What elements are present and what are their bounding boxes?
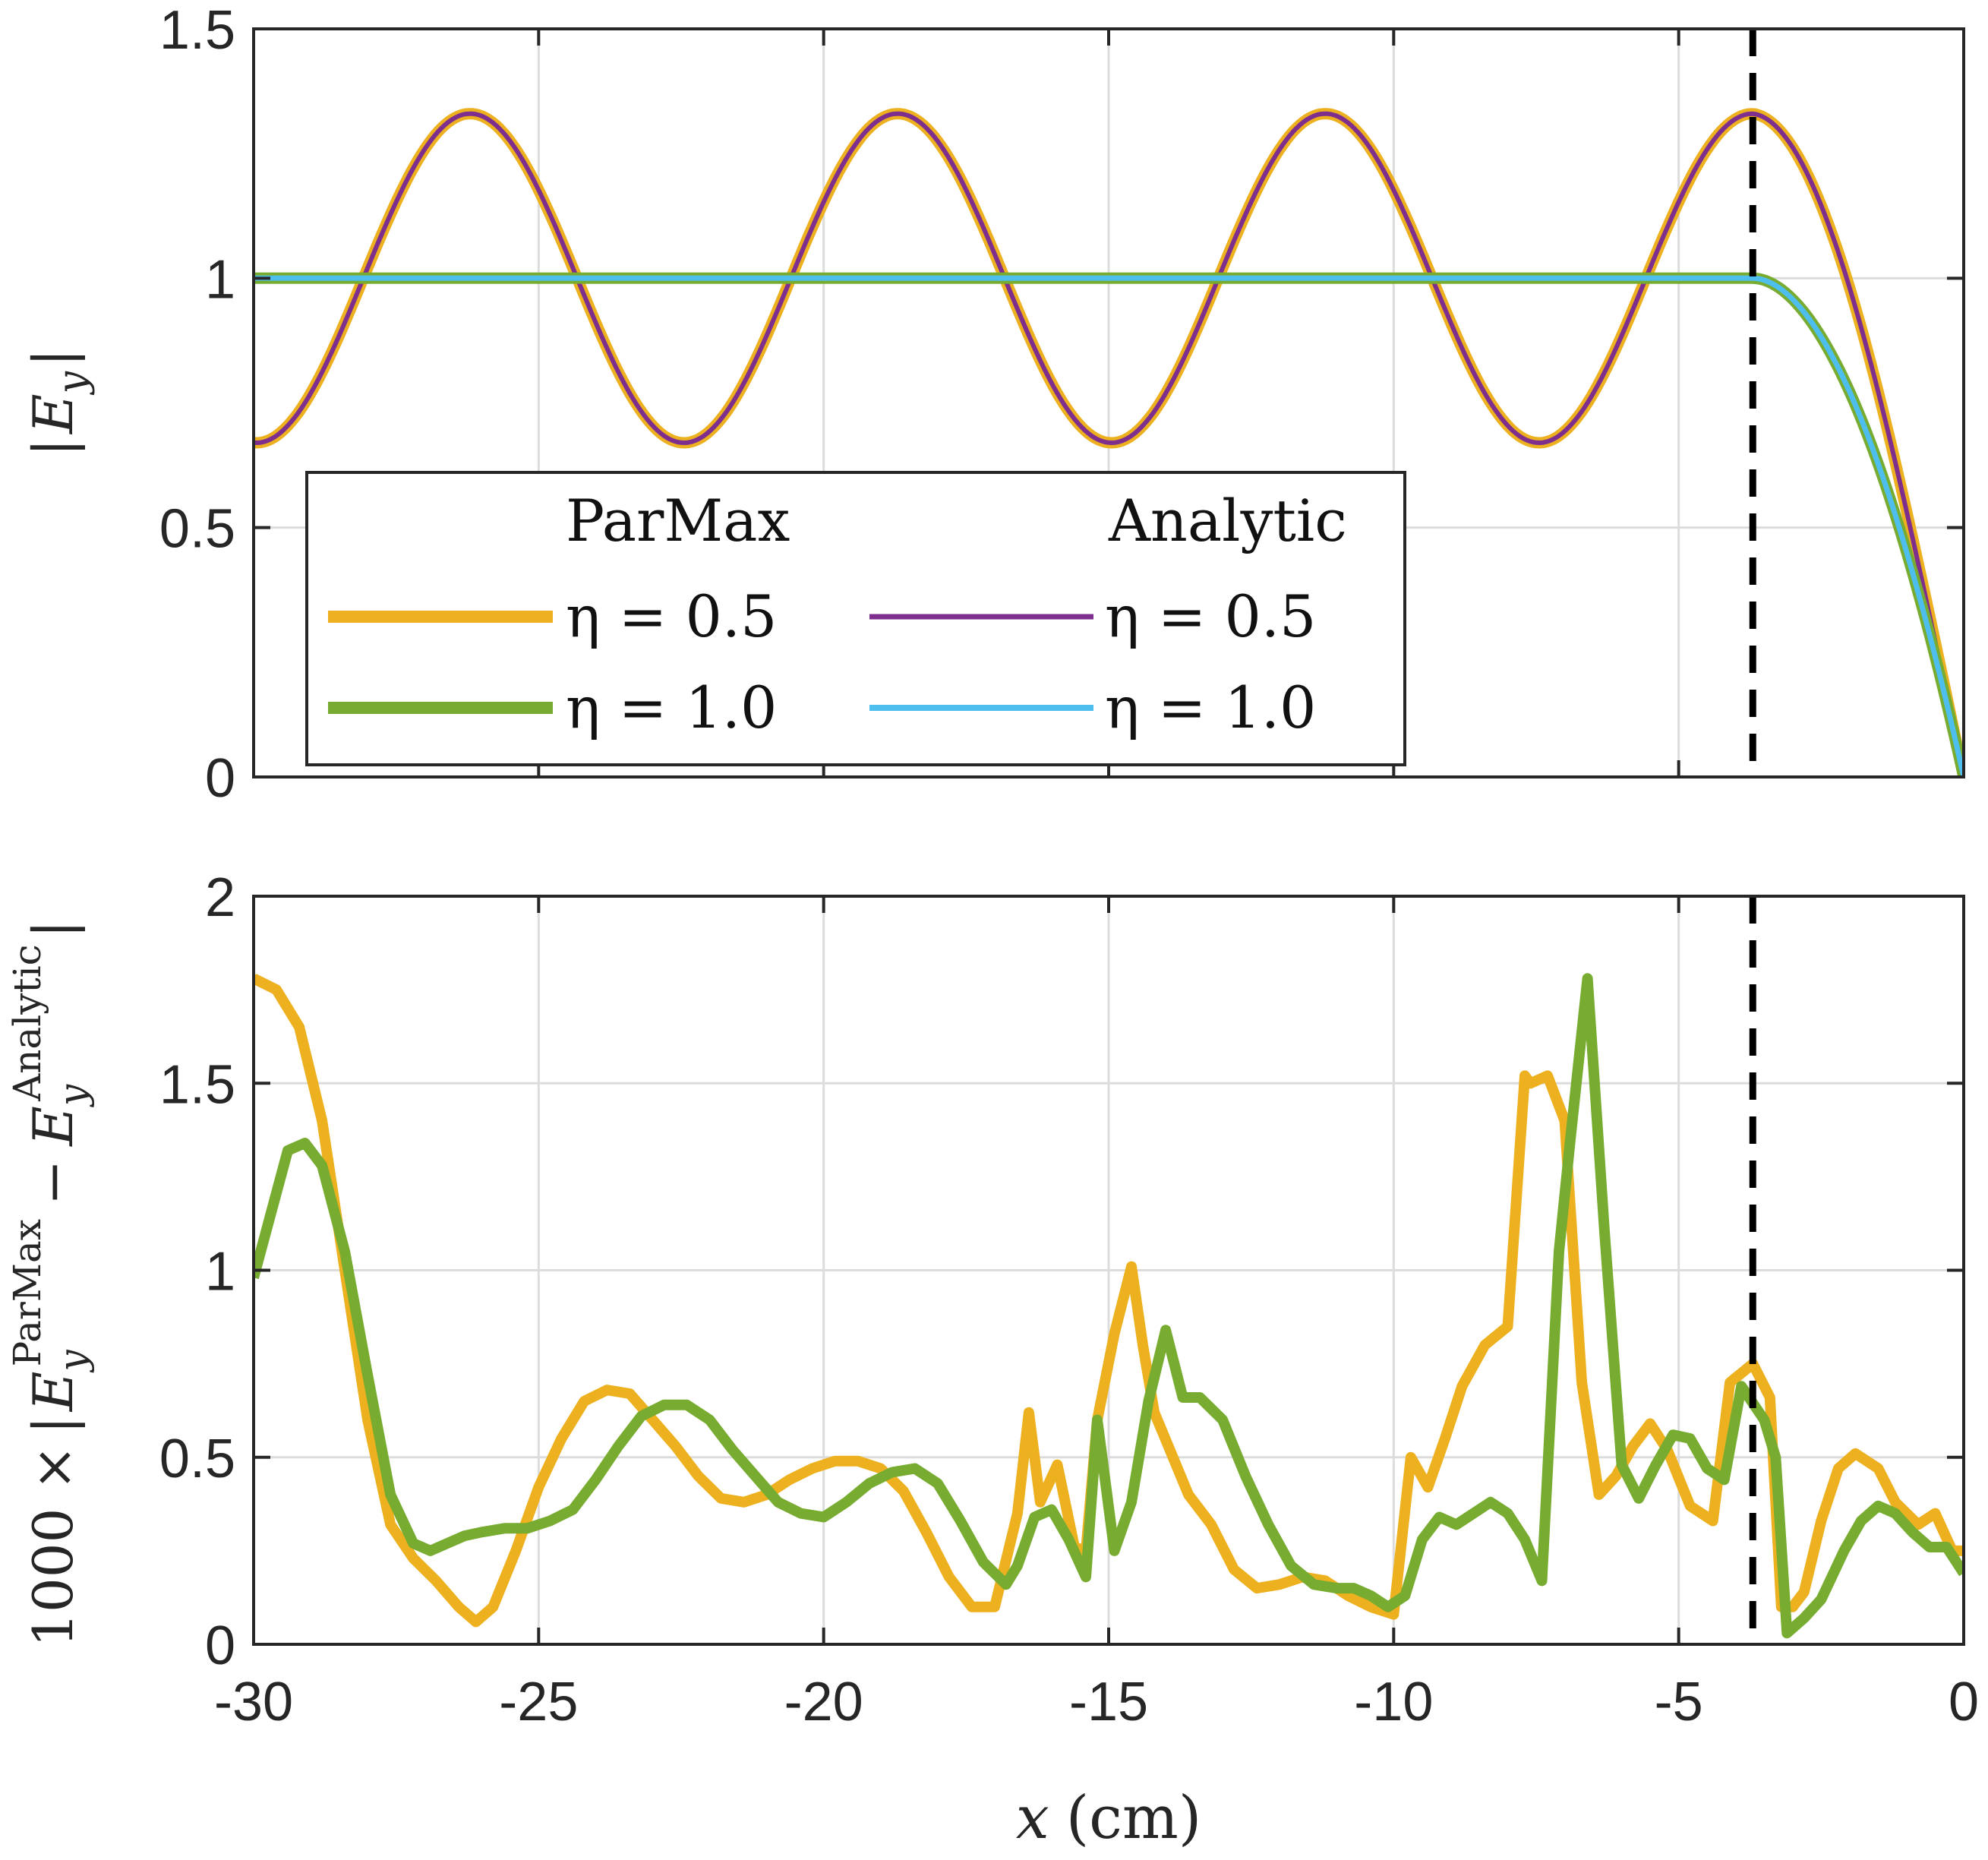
bottom-xtick-label-2: -20	[784, 1672, 863, 1732]
bottom-ylabel-bar-right: |	[21, 920, 85, 938]
top-panel: 0 0.5 1 1.5 | Ey | ParMax Analytic η = 0.5 η …	[21, 0, 1965, 809]
bottom-series-parmax_eta10	[254, 973, 1964, 1639]
bottom-ylabel-sup-2: Analytic	[5, 944, 49, 1101]
bottom-ytick-label-2: 1	[205, 1242, 235, 1303]
bottom-xtick-label-5: -5	[1655, 1672, 1703, 1732]
bottom-ylabel-prefix: 1000 ×	[21, 1445, 85, 1647]
legend-label-analytic-eta05: η = 0.5	[1105, 583, 1316, 650]
bottom-ytick-label-4: 2	[205, 867, 235, 928]
bottom-ticks	[252, 895, 1965, 1646]
top-ytick-label-3: 1.5	[159, 0, 235, 61]
top-y-tick-labels: 0 0.5 1 1.5	[159, 0, 235, 809]
bottom-y-tick-labels: 0 0.5 1 1.5 2	[159, 867, 235, 1676]
top-ylabel-subscript: y	[50, 371, 96, 395]
bottom-panel: 00.511.52 -30 -25 -20 -15 -10 -5 0 1000 ×|EyPa…	[5, 867, 1979, 1852]
legend-label-analytic-eta10: η = 1.0	[1105, 674, 1316, 741]
legend-label-parmax-eta05: η = 0.5	[566, 583, 777, 650]
top-ylabel-bar-left: |	[21, 438, 85, 456]
bottom-xlabel-var: x	[1016, 1784, 1049, 1852]
legend: ParMax Analytic η = 0.5 η = 1.0 η = 0.5 …	[305, 471, 1406, 766]
bottom-xtick-label-3: -15	[1069, 1672, 1148, 1732]
bottom-ylabel-bar-left: |	[21, 1416, 85, 1434]
bottom-ylabel-symbol-1: E	[21, 1372, 85, 1413]
bottom-ytick-label-3: 1.5	[159, 1054, 235, 1115]
top-series-analytic_eta10	[254, 275, 1964, 777]
bottom-ytick-label-0: 0	[205, 1615, 235, 1676]
bottom-xtick-label-0: -30	[214, 1672, 293, 1732]
bottom-ylabel-sub-2: y	[51, 1084, 95, 1107]
bottom-ylabel: 1000 ×|EyParMax−EyAnalytic|	[5, 920, 95, 1647]
bottom-ylabel-sub-1: y	[51, 1350, 95, 1373]
svg-text:1000 ×|EyParMax−EyAnalytic|: 1000 ×|EyParMax−EyAnalytic|	[5, 920, 95, 1647]
svg-text:|Ey|: | Ey |	[21, 349, 96, 456]
top-ytick-label-2: 1	[205, 249, 235, 310]
bottom-x-tick-labels: -30 -25 -20 -15 -10 -5 0	[214, 1672, 1979, 1732]
bottom-xtick-label-4: -10	[1354, 1672, 1433, 1732]
legend-label-parmax-eta10: η = 1.0	[566, 674, 777, 741]
bottom-ytick-label-1: 0.5	[159, 1429, 235, 1489]
bottom-ylabel-minus: −	[21, 1160, 85, 1205]
bottom-ylabel-symbol-2: E	[21, 1106, 85, 1148]
bottom-series	[254, 973, 1964, 1639]
legend-header-parmax: ParMax	[566, 487, 790, 554]
bottom-xlabel-unit: (cm)	[1066, 1784, 1202, 1852]
top-ytick-label-1: 0.5	[159, 499, 235, 560]
top-ylabel: | Ey |	[21, 349, 96, 456]
bottom-xlabel: x (cm)	[1016, 1784, 1202, 1852]
bottom-xtick-label-1: -25	[499, 1672, 578, 1732]
top-ytick-label-0: 0	[205, 748, 235, 809]
bottom-ylabel-sup-1: ParMax	[5, 1219, 49, 1366]
top-series	[254, 108, 1964, 777]
bottom-xtick-label-6: 0	[1949, 1672, 1979, 1732]
top-ylabel-bar-right: |	[21, 349, 85, 367]
top-series-analytic_eta05	[254, 111, 1964, 777]
legend-header-analytic: Analytic	[1108, 487, 1347, 554]
top-ylabel-symbol: E	[21, 393, 85, 435]
